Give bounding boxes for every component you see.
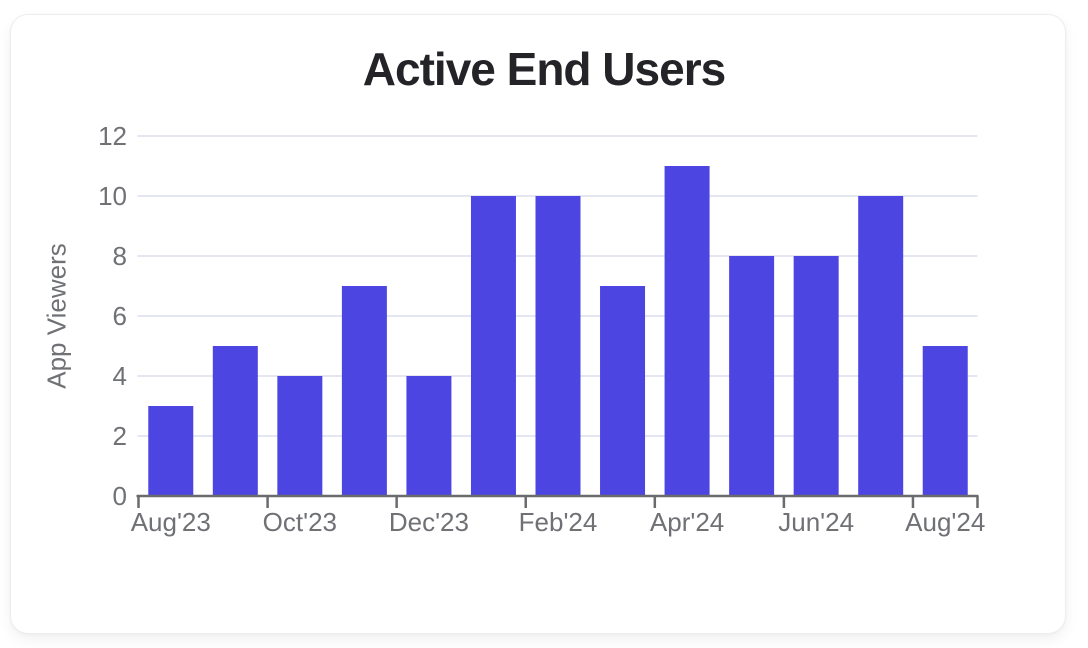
bar[interactable] — [535, 196, 581, 496]
bar[interactable] — [212, 346, 258, 496]
x-tick-label: Aug'23 — [131, 507, 211, 537]
bar[interactable] — [470, 196, 516, 496]
bar[interactable] — [793, 256, 839, 496]
bar[interactable] — [277, 376, 323, 496]
bar[interactable] — [858, 196, 904, 496]
bar[interactable] — [729, 256, 775, 496]
y-tick-label: 2 — [113, 421, 127, 451]
y-tick-label: 4 — [113, 361, 127, 391]
bar[interactable] — [148, 406, 194, 496]
bar[interactable] — [600, 286, 646, 496]
x-tick-label: Feb'24 — [519, 507, 598, 537]
x-tick-label: Jun'24 — [778, 507, 854, 537]
chart-title: Active End Users — [362, 43, 726, 95]
x-tick-label: Aug'24 — [905, 507, 985, 537]
x-tick-label: Apr'24 — [650, 507, 724, 537]
bar[interactable] — [922, 346, 968, 496]
y-tick-label: 8 — [113, 241, 127, 271]
y-tick-label: 6 — [113, 301, 127, 331]
bar[interactable] — [406, 376, 452, 496]
bar[interactable] — [341, 286, 387, 496]
y-tick-label: 10 — [98, 181, 127, 211]
y-tick-label: 0 — [113, 481, 127, 511]
x-tick-label: Oct'23 — [263, 507, 337, 537]
y-tick-label: 12 — [98, 121, 127, 151]
x-tick-label: Dec'23 — [389, 507, 469, 537]
bar[interactable] — [664, 166, 710, 496]
